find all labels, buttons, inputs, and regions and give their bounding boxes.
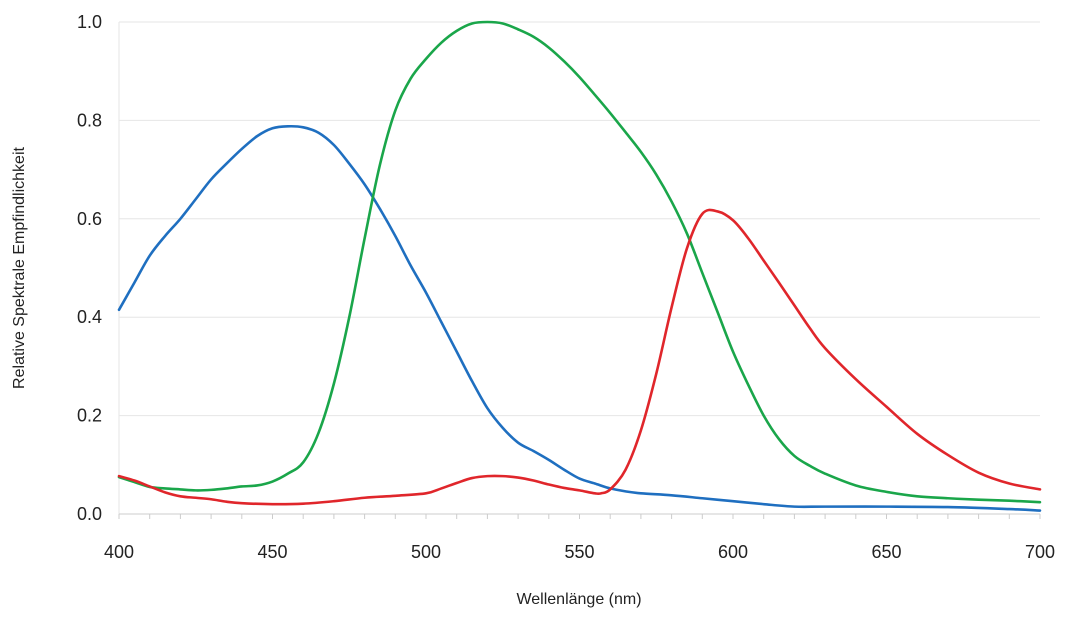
- x-tick-label: 500: [411, 542, 441, 562]
- grid: [118, 21, 1040, 515]
- green-series-line: [117, 20, 1042, 504]
- y-tick-label: 0.6: [77, 209, 102, 229]
- tick-labels: 0.0 0.2 0.4 0.6 0.8 1.0 400 450 500 550 600 650 700: [77, 12, 1055, 562]
- red-series-line: [117, 208, 1042, 506]
- y-tick-label: 0.0: [77, 504, 102, 524]
- x-axis-ticks: [118, 513, 1041, 519]
- y-axis-title: Relative Spektrale Empfindlichkeit: [11, 147, 28, 389]
- y-tick-label: 0.2: [77, 406, 102, 426]
- y-tick-label: 1.0: [77, 12, 102, 32]
- series-lines: [117, 20, 1042, 512]
- y-tick-label: 0.4: [77, 307, 102, 327]
- x-tick-label: 650: [871, 542, 901, 562]
- x-tick-label: 450: [257, 542, 287, 562]
- x-tick-label: 400: [104, 542, 134, 562]
- x-tick-label: 600: [718, 542, 748, 562]
- blue-series-line: [117, 124, 1042, 512]
- x-tick-label: 700: [1025, 542, 1055, 562]
- x-tick-label: 550: [564, 542, 594, 562]
- x-axis-title: Wellenlänge (nm): [516, 591, 641, 608]
- y-tick-label: 0.8: [77, 110, 102, 130]
